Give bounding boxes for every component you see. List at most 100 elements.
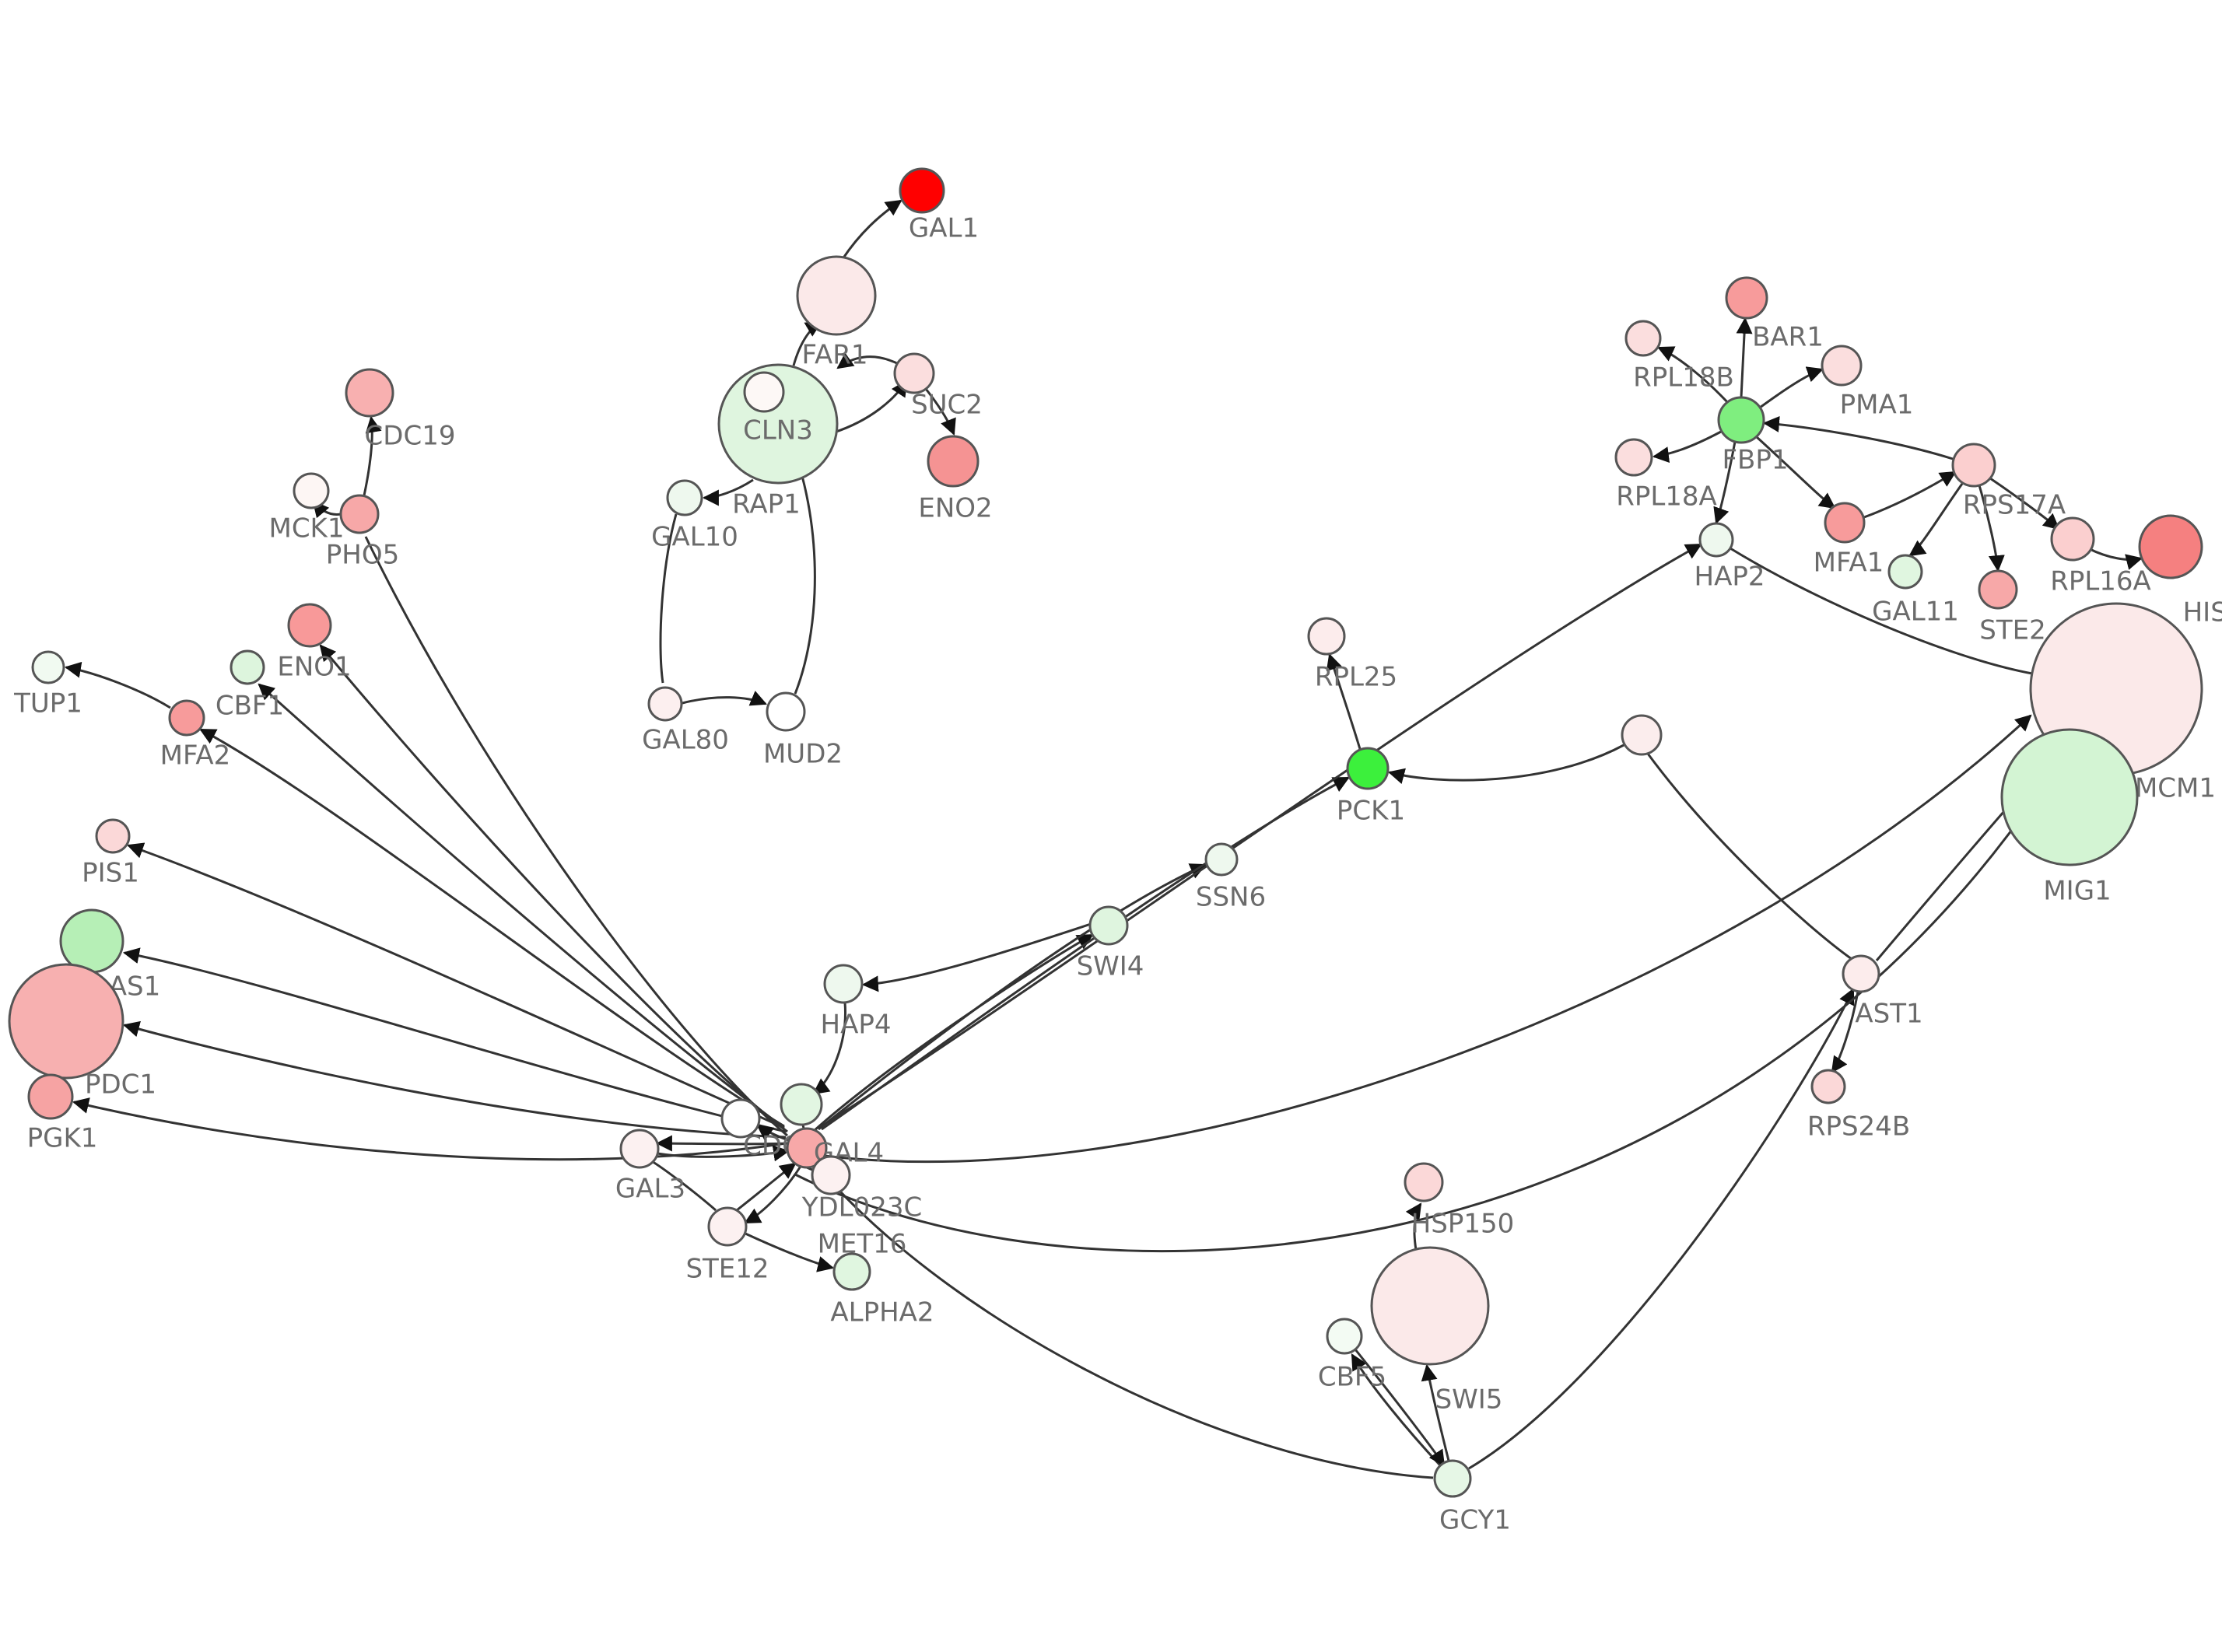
edge-fbp1-to-rpl18b: [1657, 346, 1730, 405]
node-label-mig1: MIG1: [2043, 876, 2111, 907]
node-label-pma1: PMA1: [1840, 390, 1914, 421]
node-rpl16a[interactable]: [2050, 516, 2095, 562]
node-gal11[interactable]: [1887, 554, 1923, 590]
edge-ast1b-to-pck1: [1387, 744, 1624, 784]
node-tup1[interactable]: [31, 650, 65, 684]
node-label-mfa2: MFA2: [160, 740, 231, 772]
node-label-far1: FAR1: [802, 340, 868, 371]
node-ste12[interactable]: [707, 1206, 748, 1247]
node-ydl023c[interactable]: [811, 1155, 851, 1195]
node-label-cbf1: CBF1: [216, 691, 284, 722]
node-label-rpl18a: RPL18A: [1616, 481, 1717, 513]
edge-gal4-to-hap2: [821, 543, 1702, 1128]
node-hap4[interactable]: [823, 964, 864, 1004]
edge-mfa1-to-rps17a: [1863, 471, 1957, 519]
node-label-gal3: GAL3: [615, 1174, 685, 1205]
node-hap2[interactable]: [1698, 522, 1734, 558]
node-label-mfa1: MFA1: [1814, 548, 1884, 579]
node-bar1[interactable]: [1725, 276, 1768, 320]
node-hsp150[interactable]: [1404, 1162, 1444, 1202]
edge-suc2-to-eno2: [924, 388, 956, 436]
edge-ste12-to-alpha2: [745, 1232, 835, 1272]
node-mfa1[interactable]: [1824, 502, 1866, 544]
node-suc2[interactable]: [893, 352, 935, 394]
node-pck1[interactable]: [1346, 747, 1390, 790]
edge-gal4-to-eno1: [319, 644, 788, 1133]
node-pis1[interactable]: [95, 818, 131, 854]
node-far1[interactable]: [796, 255, 877, 336]
node-eno1[interactable]: [287, 603, 332, 648]
node-ast1[interactable]: [1842, 954, 1880, 993]
edge-gal4-to-mcm1: [824, 714, 2032, 1164]
node-mck1[interactable]: [293, 472, 330, 509]
node-ast1b[interactable]: [1621, 714, 1663, 756]
node-pma1[interactable]: [1821, 345, 1863, 387]
node-gal1[interactable]: [899, 167, 945, 214]
node-label-alpha2: ALPHA2: [830, 1297, 934, 1328]
node-alpha2[interactable]: [832, 1252, 871, 1291]
node-label-rap1: RAP1: [732, 489, 801, 520]
node-cdc[interactable]: [720, 1098, 761, 1139]
node-label-cln3: CLN3: [743, 415, 813, 446]
node-cdc19[interactable]: [345, 368, 394, 418]
node-label-eno2: ENO2: [918, 493, 992, 524]
node-label-pck1: PCK1: [1337, 796, 1405, 827]
node-label-swi4: SWI4: [1077, 951, 1144, 982]
node-label-hap2: HAP2: [1695, 562, 1765, 593]
node-pho5[interactable]: [339, 494, 380, 534]
node-gal3[interactable]: [619, 1129, 660, 1169]
edge-ste12-to-gal3: [650, 1159, 717, 1212]
node-rpl18a[interactable]: [1614, 438, 1653, 477]
node-label-gal11: GAL11: [1872, 597, 1959, 628]
node-his4[interactable]: [2138, 514, 2203, 579]
edge-mfa2-to-tup1: [64, 661, 171, 709]
node-gal4[interactable]: [786, 1127, 828, 1169]
edge-gal4-to-as1: [122, 947, 787, 1133]
node-cbf5[interactable]: [1326, 1318, 1363, 1355]
node-rps17a[interactable]: [1951, 443, 1996, 488]
node-swi5[interactable]: [1370, 1246, 1490, 1366]
node-hap4b[interactable]: [780, 1083, 823, 1126]
node-ste2[interactable]: [1978, 569, 2018, 610]
node-rpl18b[interactable]: [1624, 320, 1662, 357]
node-label-ste2: STE2: [1979, 615, 2045, 646]
node-label-ast1: AST1: [1855, 999, 1922, 1030]
node-fbp1[interactable]: [1717, 396, 1765, 444]
node-label-ydl023c: YDL023C: [801, 1192, 923, 1223]
edge-ast1b-to-ast1: [1646, 753, 1852, 961]
edge-gal4-to-gcy1: [814, 1163, 1434, 1479]
edge-gal4-to-cbf1: [258, 683, 785, 1129]
node-rps24b[interactable]: [1810, 1069, 1846, 1104]
node-rpl25[interactable]: [1307, 617, 1346, 656]
edge-cln3-to-gal10: [702, 478, 754, 506]
node-gal10[interactable]: [666, 479, 703, 516]
node-pgk1[interactable]: [27, 1073, 74, 1120]
node-ssn6[interactable]: [1204, 842, 1239, 877]
node-label-rps24b: RPS24B: [1807, 1111, 1910, 1143]
node-label-mcm1: MCM1: [2135, 773, 2216, 804]
node-swi4[interactable]: [1088, 905, 1129, 946]
node-label-rpl16a: RPL16A: [2050, 566, 2151, 597]
node-rap1[interactable]: [743, 371, 785, 413]
edge-hap4-to-hap4b: [812, 1002, 846, 1095]
node-pdc1[interactable]: [8, 963, 124, 1080]
node-label-hsp150: HSP150: [1411, 1209, 1515, 1240]
node-cbf1[interactable]: [230, 649, 265, 685]
node-as1[interactable]: [59, 908, 124, 974]
node-label-pgk1: PGK1: [27, 1123, 98, 1154]
node-label-gal10: GAL10: [651, 522, 738, 553]
node-gal80[interactable]: [647, 686, 683, 722]
edge-far1-to-gal1: [841, 199, 902, 260]
node-mfa2[interactable]: [168, 699, 205, 737]
edge-pho5-to-cdc19: [363, 415, 382, 496]
node-label-ste12: STE12: [685, 1254, 769, 1285]
node-mig1[interactable]: [2000, 728, 2139, 866]
node-eno2[interactable]: [927, 435, 980, 488]
node-gcy1[interactable]: [1433, 1459, 1472, 1498]
node-mud2[interactable]: [766, 691, 806, 732]
edge-gal10-to-gal80: [659, 513, 678, 684]
node-label-mud2: MUD2: [763, 739, 843, 770]
